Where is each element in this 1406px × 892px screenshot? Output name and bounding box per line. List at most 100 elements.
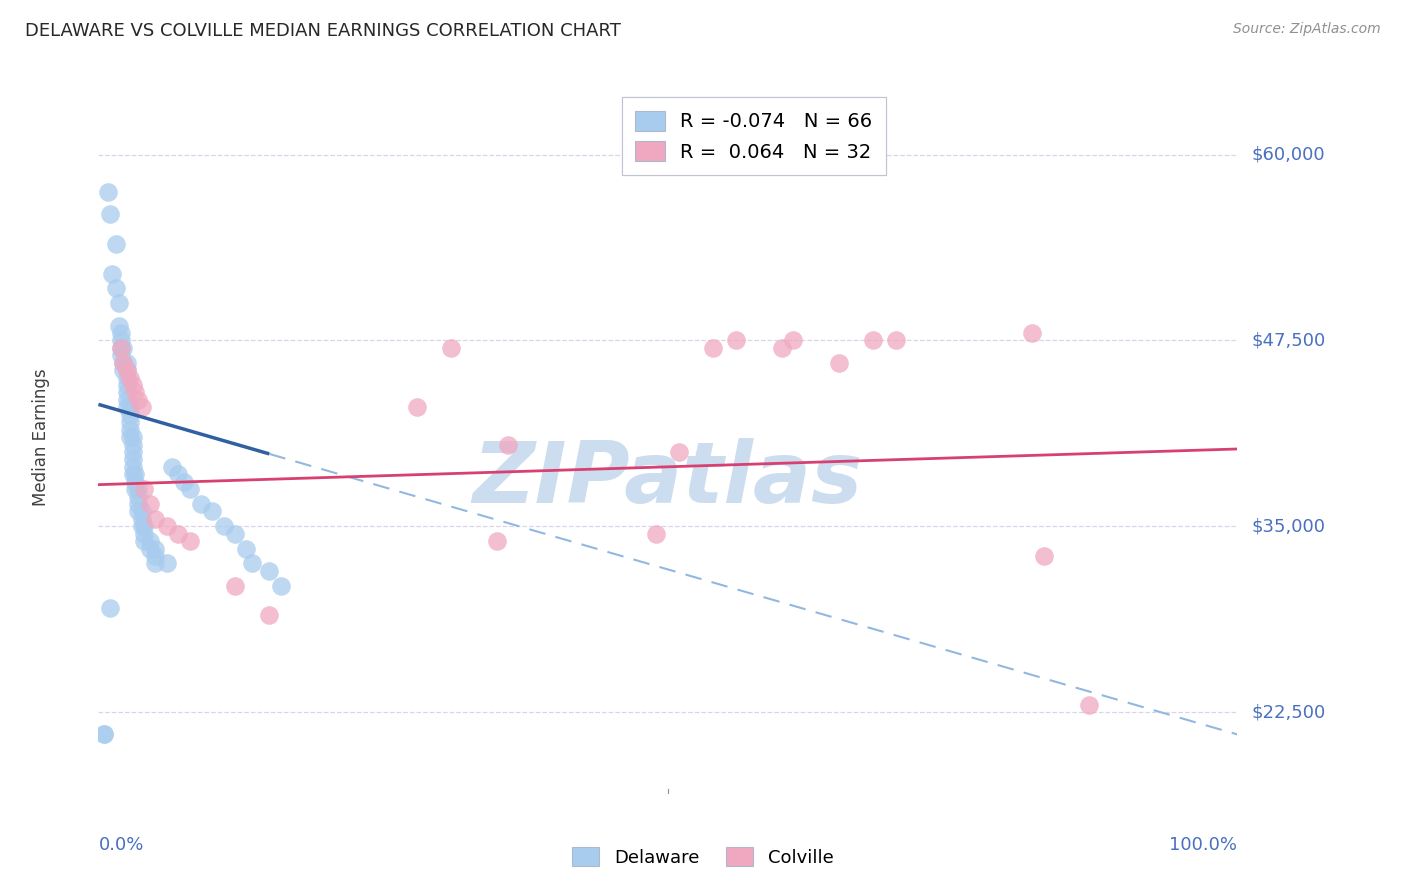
Point <box>486 534 509 549</box>
Point <box>259 564 281 578</box>
Point <box>121 445 143 459</box>
Point <box>884 334 907 348</box>
Point <box>132 534 155 549</box>
Point <box>108 296 131 310</box>
Point <box>112 363 135 377</box>
Point <box>259 608 281 623</box>
Point <box>156 519 179 533</box>
Point <box>115 385 138 400</box>
Point <box>93 727 115 741</box>
Point <box>702 341 724 355</box>
Point <box>138 534 160 549</box>
Point <box>145 557 167 571</box>
Point <box>120 415 142 429</box>
Point <box>201 504 224 518</box>
Text: ZIPatlas: ZIPatlas <box>472 438 863 522</box>
Point <box>115 363 138 377</box>
Point <box>782 334 804 348</box>
Point <box>121 467 143 482</box>
Text: $60,000: $60,000 <box>1251 145 1324 163</box>
Point <box>121 452 143 467</box>
Point <box>1021 326 1043 340</box>
Point <box>145 512 167 526</box>
Point <box>440 341 463 355</box>
Point <box>121 378 143 392</box>
Point <box>98 207 121 221</box>
Point <box>190 497 212 511</box>
Point <box>167 526 190 541</box>
Point <box>138 497 160 511</box>
Text: Median Earnings: Median Earnings <box>32 368 51 506</box>
Point <box>93 727 115 741</box>
Text: 100.0%: 100.0% <box>1170 836 1237 854</box>
Point <box>110 326 132 340</box>
Point <box>127 392 149 407</box>
Point <box>668 445 690 459</box>
Point <box>235 541 257 556</box>
Point <box>145 541 167 556</box>
Point <box>1078 698 1101 712</box>
Point <box>828 356 851 370</box>
Point <box>131 512 153 526</box>
Point <box>120 370 142 384</box>
Point <box>224 579 246 593</box>
Point <box>179 534 201 549</box>
Point <box>124 467 146 482</box>
Point <box>127 504 149 518</box>
Point <box>110 348 132 362</box>
Point <box>115 370 138 384</box>
Point <box>110 341 132 355</box>
Text: DELAWARE VS COLVILLE MEDIAN EARNINGS CORRELATION CHART: DELAWARE VS COLVILLE MEDIAN EARNINGS COR… <box>25 22 621 40</box>
Point <box>131 504 153 518</box>
Point <box>115 356 138 370</box>
Point <box>104 236 127 251</box>
Point <box>132 526 155 541</box>
Point <box>224 526 246 541</box>
Point <box>98 601 121 615</box>
Text: $35,000: $35,000 <box>1251 517 1326 535</box>
Point <box>132 482 155 496</box>
Point <box>121 430 143 444</box>
Point <box>1032 549 1054 563</box>
Point <box>121 459 143 474</box>
Point <box>127 482 149 496</box>
Point <box>173 475 195 489</box>
Point <box>115 378 138 392</box>
Point <box>131 519 153 533</box>
Point <box>108 318 131 333</box>
Point <box>156 557 179 571</box>
Point <box>124 482 146 496</box>
Point <box>112 341 135 355</box>
Point <box>110 334 132 348</box>
Point <box>121 437 143 451</box>
Point <box>498 437 520 451</box>
Text: Source: ZipAtlas.com: Source: ZipAtlas.com <box>1233 22 1381 37</box>
Point <box>862 334 884 348</box>
Point <box>770 341 793 355</box>
Point <box>131 401 153 415</box>
Point <box>167 467 190 482</box>
Text: $47,500: $47,500 <box>1251 332 1326 350</box>
Point <box>406 401 429 415</box>
Point <box>120 423 142 437</box>
Point <box>645 526 668 541</box>
Point <box>145 549 167 563</box>
Point <box>115 363 138 377</box>
Point <box>115 392 138 407</box>
Point <box>101 267 124 281</box>
Point <box>120 430 142 444</box>
Text: $22,500: $22,500 <box>1251 703 1326 721</box>
Point <box>120 408 142 422</box>
Point <box>127 497 149 511</box>
Point <box>112 356 135 370</box>
Point <box>120 401 142 415</box>
Point <box>124 385 146 400</box>
Point <box>112 356 135 370</box>
Point <box>212 519 235 533</box>
Point <box>270 579 292 593</box>
Point <box>162 459 184 474</box>
Point <box>240 557 263 571</box>
Point <box>115 401 138 415</box>
Legend: R = -0.074   N = 66, R =  0.064   N = 32: R = -0.074 N = 66, R = 0.064 N = 32 <box>621 97 886 175</box>
Point <box>96 185 118 199</box>
